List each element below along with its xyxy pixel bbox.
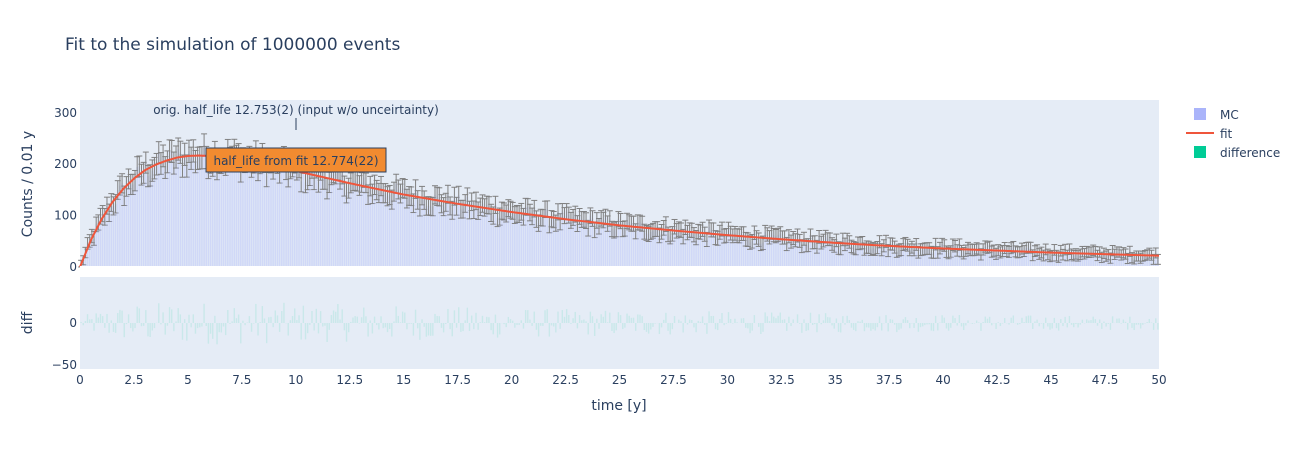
- y-tick-label: 100: [54, 209, 77, 223]
- x-tick-label: 7.5: [232, 373, 251, 387]
- main-plot-area: [80, 100, 1159, 267]
- x-tick-label: 0: [76, 373, 84, 387]
- fit-half-life-annotation: half_life from fit 12.774(22): [213, 154, 378, 168]
- x-tick-label: 35: [828, 373, 843, 387]
- y-tick-label: 200: [54, 157, 77, 171]
- diff-y-ticks: −50 0: [52, 316, 77, 372]
- x-tick-label: 50: [1151, 373, 1166, 387]
- main-y-ticks: 0 100 200 300: [54, 106, 77, 274]
- orig-half-life-annotation: orig. half_life 12.753(2) (input w/o unc…: [153, 103, 439, 117]
- diff-y-tick-label: −50: [52, 358, 77, 372]
- x-tick-label: 10: [288, 373, 303, 387]
- x-tick-label: 2.5: [124, 373, 143, 387]
- y-tick-label: 0: [69, 260, 77, 274]
- x-tick-label: 15: [396, 373, 411, 387]
- diff-y-tick-label: 0: [69, 316, 77, 330]
- x-tick-label: 22.5: [552, 373, 579, 387]
- legend-mc-swatch[interactable]: [1194, 108, 1206, 120]
- x-tick-label: 20: [504, 373, 519, 387]
- diff-axis-title: diff: [20, 311, 36, 334]
- legend-mc-label[interactable]: MC: [1220, 108, 1239, 122]
- x-tick-label: 5: [184, 373, 192, 387]
- x-tick-label: 42.5: [984, 373, 1011, 387]
- x-tick-label: 27.5: [660, 373, 687, 387]
- x-tick-label: 25: [612, 373, 627, 387]
- diff-plot-layer: [80, 302, 1159, 345]
- x-tick-label: 32.5: [768, 373, 795, 387]
- x-axis-title: time [y]: [591, 398, 646, 414]
- legend-difference-label[interactable]: difference: [1220, 146, 1280, 160]
- x-tick-label: 47.5: [1092, 373, 1119, 387]
- legend-fit-label[interactable]: fit: [1220, 127, 1233, 141]
- chart-title: Fit to the simulation of 1000000 events: [65, 35, 400, 55]
- legend-difference-swatch[interactable]: [1194, 146, 1206, 158]
- legend[interactable]: MC fit difference: [1186, 108, 1280, 160]
- x-tick-label: 45: [1043, 373, 1058, 387]
- x-tick-label: 40: [936, 373, 951, 387]
- x-tick-label: 37.5: [876, 373, 903, 387]
- fit-half-life-box: [205, 147, 387, 173]
- x-tick-label: 17.5: [444, 373, 471, 387]
- x-ticks: 0 2.5 5 7.5 10 12.5 15 17.5 20 22.5 25 27.5 30 32.5 35…: [76, 373, 1166, 387]
- y-axis-title: Counts / 0.01 y: [20, 131, 36, 237]
- diff-plot-area: [80, 277, 1159, 369]
- x-tick-label: 12.5: [336, 373, 363, 387]
- x-tick-label: 30: [720, 373, 735, 387]
- y-tick-label: 300: [54, 106, 77, 120]
